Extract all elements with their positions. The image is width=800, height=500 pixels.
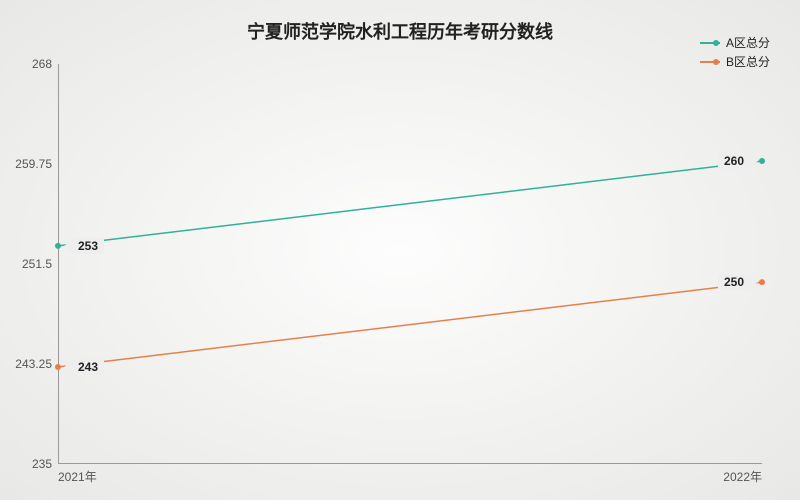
xtick-1: 2022年	[723, 468, 762, 485]
label-b-0: 243	[72, 359, 104, 375]
legend-label-a: A区总分	[726, 34, 770, 51]
label-a-0: 253	[72, 238, 104, 254]
chart-container: 宁夏师范学院水利工程历年考研分数线 A区总分 B区总分 268 259.75 2…	[0, 0, 800, 500]
legend-item-a: A区总分	[700, 34, 770, 51]
label-b-1: 250	[718, 274, 750, 290]
chart-title: 宁夏师范学院水利工程历年考研分数线	[0, 18, 800, 44]
series-a-line	[58, 161, 762, 246]
ytick-3: 259.75	[2, 157, 52, 171]
ytick-1: 243.25	[2, 357, 52, 371]
xtick-0: 2021年	[58, 468, 97, 485]
series-a-pt0	[55, 243, 61, 249]
series-b-pt0	[55, 364, 61, 370]
series-a-pt1	[759, 158, 765, 164]
ytick-2: 251.5	[2, 257, 52, 271]
series-b-pt1	[759, 279, 765, 285]
legend-dot-a	[713, 40, 719, 46]
lines-svg	[58, 64, 762, 464]
ytick-4: 268	[2, 57, 52, 71]
series-b-line	[58, 282, 762, 367]
label-a-1: 260	[718, 153, 750, 169]
ytick-0: 235	[2, 457, 52, 471]
